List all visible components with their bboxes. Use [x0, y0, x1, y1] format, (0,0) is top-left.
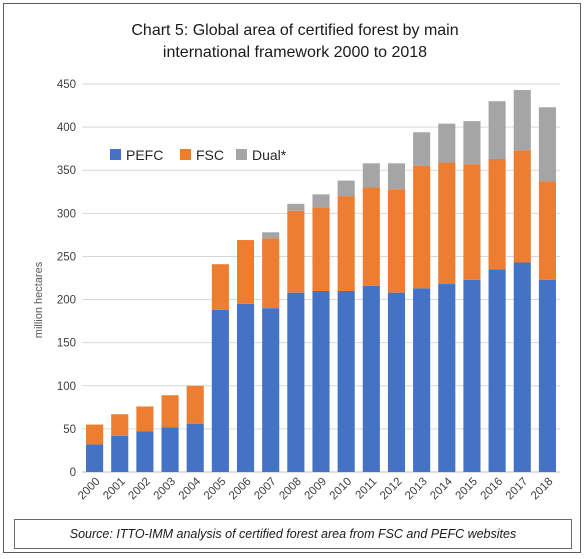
- bar-dual-2017: [513, 90, 531, 151]
- chart-title-line-1: Chart 5: Global area of certified forest…: [131, 22, 459, 39]
- bar-pefc-2011: [362, 285, 380, 472]
- bar-pefc-2015: [463, 279, 481, 472]
- x-tick-label-2016: 2016: [479, 476, 506, 503]
- bar-fsc-2011: [362, 187, 380, 286]
- bar-pefc-2008: [287, 292, 305, 472]
- x-tick-label-2013: 2013: [403, 476, 430, 503]
- bar-dual-2009: [312, 194, 330, 208]
- x-tick-label-2002: 2002: [126, 476, 153, 503]
- x-tick-label-2012: 2012: [378, 476, 405, 503]
- y-tick-label-100: 100: [57, 381, 76, 393]
- legend-label-dual: Dual*: [252, 147, 287, 163]
- bar-pefc-2016: [488, 269, 506, 472]
- x-tick-label-2010: 2010: [328, 476, 355, 503]
- bar-dual-2008: [287, 203, 305, 211]
- x-tick-label-2014: 2014: [428, 475, 455, 502]
- bar-pefc-2005: [211, 309, 229, 472]
- x-tick-label-2007: 2007: [252, 476, 279, 503]
- bar-pefc-2009: [312, 290, 330, 472]
- bar-fsc-2003: [161, 395, 179, 428]
- legend-label-fsc: FSC: [196, 147, 224, 163]
- bar-pefc-2004: [186, 423, 204, 472]
- y-tick-label-450: 450: [57, 79, 76, 91]
- x-tick-label-2006: 2006: [227, 476, 254, 503]
- bar-pefc-2018: [538, 279, 556, 472]
- bar-pefc-2007: [262, 308, 280, 472]
- bar-pefc-2000: [86, 444, 104, 472]
- x-tick-label-2004: 2004: [177, 475, 204, 502]
- bar-dual-2015: [463, 121, 481, 165]
- x-tick-label-2001: 2001: [101, 476, 128, 503]
- x-tick-label-2011: 2011: [353, 476, 379, 502]
- bar-fsc-2017: [513, 150, 531, 263]
- bar-dual-2016: [488, 101, 506, 160]
- bar-fsc-2016: [488, 159, 506, 270]
- bar-fsc-2009: [312, 207, 330, 291]
- bar-fsc-2008: [287, 210, 305, 293]
- y-tick-label-50: 50: [63, 424, 76, 436]
- y-axis-ticks: 0 50 100 150 200 250 300 350 400 450: [57, 79, 76, 479]
- bar-pefc-2012: [387, 292, 406, 472]
- y-tick-label-250: 250: [57, 251, 76, 263]
- bar-dual-2013: [413, 132, 431, 166]
- bar-fsc-2000: [86, 424, 104, 445]
- x-tick-label-2005: 2005: [202, 476, 229, 503]
- legend-swatch-pefc: [110, 149, 121, 160]
- bar-fsc-2015: [463, 164, 481, 280]
- legend: PEFC FSC Dual*: [110, 147, 287, 163]
- bar-pefc-2001: [111, 435, 129, 472]
- bars: [86, 90, 556, 472]
- bar-fsc-2001: [111, 414, 129, 436]
- y-tick-label-150: 150: [57, 338, 76, 350]
- bar-pefc-2014: [438, 284, 456, 472]
- source-note: Source: ITTO-IMM analysis of certified f…: [14, 519, 572, 549]
- bar-pefc-2002: [136, 431, 154, 472]
- y-tick-label-0: 0: [70, 467, 76, 479]
- bar-pefc-2003: [161, 427, 179, 472]
- bar-fsc-2012: [387, 189, 406, 293]
- chart-title-line-2: international framework 2000 to 2018: [162, 44, 428, 61]
- bar-dual-2012: [387, 163, 406, 190]
- legend-swatch-dual: [236, 149, 247, 160]
- bar-pefc-2010: [337, 290, 355, 472]
- bar-dual-2014: [438, 123, 456, 163]
- bar-pefc-2013: [413, 288, 431, 472]
- bar-fsc-2014: [438, 162, 456, 285]
- x-tick-label-2000: 2000: [76, 476, 103, 503]
- y-tick-label-300: 300: [57, 208, 76, 220]
- chart-title: Chart 5: Global area of certified forest…: [60, 20, 530, 64]
- bar-fsc-2013: [413, 165, 431, 289]
- bar-fsc-2018: [538, 181, 556, 280]
- bar-fsc-2007: [262, 238, 280, 309]
- bar-fsc-2006: [236, 240, 255, 304]
- bar-fsc-2002: [136, 406, 154, 432]
- y-tick-label-350: 350: [57, 165, 76, 177]
- x-tick-label-2018: 2018: [529, 476, 556, 503]
- y-tick-label-400: 400: [57, 122, 76, 134]
- bar-pefc-2006: [236, 303, 255, 472]
- x-tick-label-2017: 2017: [504, 476, 531, 503]
- bar-dual-2011: [362, 163, 380, 188]
- legend-swatch-fsc: [180, 149, 191, 160]
- bar-fsc-2005: [211, 264, 229, 310]
- x-axis-ticks: 2000200120022003200420052006200720082009…: [76, 475, 555, 502]
- x-tick-label-2009: 2009: [303, 476, 330, 503]
- bar-pefc-2017: [513, 262, 531, 472]
- x-tick-label-2008: 2008: [277, 476, 304, 503]
- bar-fsc-2010: [337, 196, 355, 291]
- x-tick-label-2003: 2003: [152, 476, 179, 503]
- y-tick-label-200: 200: [57, 295, 76, 307]
- x-tick-label-2015: 2015: [453, 476, 480, 503]
- bar-dual-2010: [337, 180, 355, 197]
- legend-label-pefc: PEFC: [126, 147, 163, 163]
- bar-dual-2007: [262, 232, 280, 239]
- bar-chart: 0 50 100 150 200 250 300 350 400 450 200020012002…: [33, 79, 560, 502]
- bar-dual-2018: [538, 107, 556, 182]
- bar-fsc-2004: [186, 385, 204, 424]
- y-axis-label: million hectares: [33, 261, 45, 338]
